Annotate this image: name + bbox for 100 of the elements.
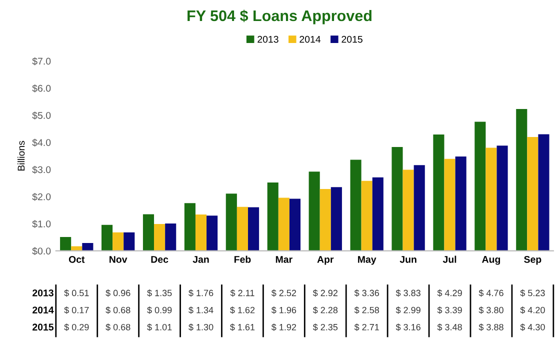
data-label: $ 2.99: [396, 306, 420, 314]
bar: [206, 216, 218, 251]
bar: [496, 146, 508, 251]
data-label: $ 4.30: [520, 324, 545, 331]
bar: [486, 148, 497, 251]
bar: [236, 206, 248, 251]
bar: [60, 237, 72, 251]
y-tick-label: $4.0: [32, 138, 51, 147]
x-tick-label: Jul: [442, 256, 456, 263]
bar: [444, 158, 456, 251]
legend-label: 2014: [300, 36, 321, 43]
bar: [165, 223, 176, 251]
bar: [474, 122, 486, 251]
data-label: $ 0.96: [106, 289, 130, 297]
data-label: $ 2.28: [312, 306, 338, 314]
x-tick-label: Feb: [234, 256, 251, 263]
data-label: $ 3.16: [396, 324, 420, 331]
data-label: $ 1.35: [147, 289, 172, 297]
bar: [112, 232, 124, 251]
x-tick-label: Jun: [400, 256, 416, 263]
chart-title: FY 504 $ Loans Approved: [188, 10, 372, 24]
data-label: $ 3.48: [437, 324, 462, 331]
data-label: $ 3.88: [478, 324, 504, 331]
data-label: $ 0.29: [64, 324, 89, 331]
bar: [527, 136, 538, 251]
bar: [455, 156, 466, 251]
x-tick-label: Aug: [482, 256, 500, 265]
data-label: $ 4.20: [520, 306, 545, 314]
data-label: $ 0.17: [64, 306, 89, 314]
data-label: $ 2.92: [312, 289, 338, 297]
x-tick-label: Dec: [151, 256, 168, 263]
y-tick-label: $7.0: [32, 57, 51, 66]
bar: [184, 203, 196, 251]
data-label: $ 1.76: [188, 289, 214, 297]
y-axis-title: Billions: [18, 140, 25, 171]
data-label: $ 1.30: [188, 324, 214, 331]
data-label: $ 0.68: [106, 324, 130, 331]
data-label: $ 1.96: [271, 306, 296, 314]
data-label: $ 0.68: [106, 306, 130, 314]
text: 2013: [32, 289, 54, 296]
bar: [402, 170, 414, 251]
x-tick-label: Apr: [317, 256, 334, 265]
bar: [195, 214, 207, 251]
y-tick-label: $1.0: [32, 220, 51, 228]
bar: [372, 177, 384, 251]
data-label: $ 0.99: [147, 306, 172, 314]
bar: [414, 165, 425, 251]
bar: [308, 172, 320, 251]
data-label: $ 2.35: [312, 324, 338, 331]
x-tick-label: Jan: [192, 256, 209, 263]
data-label: $ 2.52: [271, 289, 296, 297]
bar: [248, 207, 260, 251]
bar: [102, 224, 113, 251]
legend-label: 2013: [258, 36, 278, 43]
y-tick-label: $3.0: [32, 166, 51, 174]
y-tick-label: $0.0: [32, 247, 51, 256]
text: 2015: [32, 324, 54, 331]
bar: [278, 198, 290, 251]
bar: [82, 242, 94, 251]
x-tick-label: Mar: [276, 256, 292, 263]
bar: [320, 189, 331, 251]
bar: [361, 180, 372, 251]
x-tick-label: Sep: [524, 256, 542, 265]
bar: [330, 187, 342, 251]
data-label: $ 5.23: [520, 289, 545, 297]
data-label: $ 3.83: [396, 289, 420, 297]
x-tick-label: Nov: [110, 256, 128, 263]
bar: [142, 214, 154, 251]
bar: [350, 160, 362, 251]
data-label: $ 1.34: [188, 306, 214, 314]
data-label: $ 1.61: [230, 324, 255, 331]
bar: [433, 134, 444, 251]
y-tick-label: $2.0: [32, 192, 51, 201]
data-label: $ 1.01: [147, 324, 172, 331]
bar: [71, 246, 82, 251]
data-label: $ 1.62: [230, 306, 255, 314]
bar: [289, 198, 301, 251]
data-label: $ 2.58: [354, 306, 379, 314]
data-label: $ 0.51: [64, 289, 89, 297]
data-label: $ 3.36: [354, 289, 379, 297]
bar: [516, 109, 528, 251]
bar: [538, 134, 550, 251]
bar: [226, 194, 237, 251]
y-tick-label: $6.0: [32, 84, 51, 92]
text: 2014: [32, 306, 54, 314]
data-label: $ 1.92: [271, 324, 296, 331]
x-tick-label: May: [358, 256, 376, 265]
bar: [154, 224, 166, 251]
y-tick-label: $5.0: [32, 112, 51, 120]
data-label: $ 2.71: [354, 324, 379, 331]
data-label: $ 2.11: [230, 289, 254, 297]
bar: [392, 146, 403, 251]
data-label: $ 3.39: [437, 306, 462, 314]
data-label: $ 4.76: [478, 289, 504, 297]
legend-label: 2015: [342, 36, 362, 43]
data-label: $ 3.80: [478, 306, 504, 314]
bar: [267, 182, 278, 251]
bar: [124, 232, 135, 251]
data-label: $ 4.29: [437, 289, 462, 297]
x-tick-label: Oct: [68, 256, 85, 263]
